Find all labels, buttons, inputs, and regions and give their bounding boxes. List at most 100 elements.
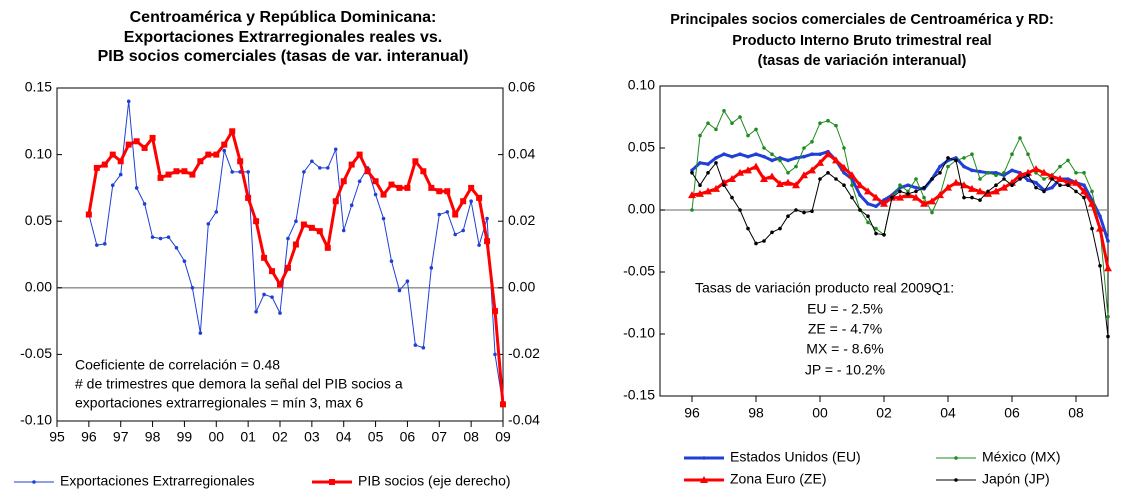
data-point xyxy=(484,238,491,245)
data-point xyxy=(728,175,736,182)
annotation: exportaciones extrarregionales = mín 3, … xyxy=(75,395,364,411)
data-point xyxy=(834,177,838,181)
data-point xyxy=(698,161,702,165)
data-point xyxy=(770,158,774,163)
data-point xyxy=(880,199,888,207)
data-point xyxy=(690,171,694,175)
data-point xyxy=(1106,314,1110,319)
data-point xyxy=(1034,180,1038,185)
data-point xyxy=(500,401,506,408)
data-point xyxy=(126,99,131,104)
data-point xyxy=(469,199,473,204)
data-point xyxy=(698,183,702,187)
data-point xyxy=(110,183,115,188)
data-point xyxy=(269,268,276,275)
data-point xyxy=(704,187,712,195)
data-point xyxy=(754,127,758,132)
data-point xyxy=(421,345,426,350)
data-point xyxy=(922,195,926,200)
y2-tick-label: 0.02 xyxy=(508,212,535,228)
data-point xyxy=(356,151,363,158)
y-tick-label: 0.10 xyxy=(25,145,52,161)
x-tick-label: 99 xyxy=(177,429,193,445)
data-point xyxy=(1106,239,1110,243)
data-point xyxy=(173,168,180,175)
data-point xyxy=(1082,183,1086,187)
data-point xyxy=(754,152,758,156)
data-point xyxy=(962,156,966,160)
x-tick-label: 09 xyxy=(495,429,511,445)
x-tick-label: 98 xyxy=(748,405,764,421)
data-point xyxy=(994,183,998,187)
data-point xyxy=(994,173,998,178)
data-point xyxy=(166,235,171,239)
data-point xyxy=(444,188,451,195)
data-point xyxy=(316,228,323,235)
data-point xyxy=(213,151,220,158)
data-point xyxy=(762,146,766,150)
data-point xyxy=(738,152,742,156)
x-tick-label: 04 xyxy=(940,405,956,421)
data-point xyxy=(874,231,878,236)
y-tick-label: 0.15 xyxy=(25,79,52,95)
data-point xyxy=(978,177,982,181)
data-point xyxy=(1010,152,1014,156)
data-point xyxy=(778,226,782,231)
data-point xyxy=(357,179,362,184)
x-tick-label: 08 xyxy=(1068,405,1084,421)
data-point xyxy=(858,208,862,212)
data-point xyxy=(810,140,814,144)
data-point xyxy=(776,179,784,187)
data-point xyxy=(912,193,920,201)
data-point xyxy=(800,171,808,179)
data-point xyxy=(302,170,306,174)
data-point xyxy=(300,221,307,228)
data-point xyxy=(802,146,806,150)
data-point xyxy=(294,219,298,223)
y2-tick-label: 0.00 xyxy=(508,279,535,295)
data-point xyxy=(1050,177,1054,181)
data-point xyxy=(1066,158,1070,163)
data-point xyxy=(198,331,203,335)
data-point xyxy=(189,171,196,178)
data-point xyxy=(890,195,894,200)
data-point xyxy=(460,198,467,205)
data-point xyxy=(738,115,742,119)
x-tick-label: 04 xyxy=(336,429,352,445)
data-point xyxy=(722,152,726,156)
legend-marker xyxy=(954,478,958,482)
x-tick-label: 06 xyxy=(1004,405,1020,421)
data-point xyxy=(277,281,283,288)
data-point xyxy=(1048,172,1056,180)
data-point xyxy=(181,168,188,175)
x-tick-label: 02 xyxy=(272,429,288,445)
data-point xyxy=(1026,173,1030,178)
data-point xyxy=(1066,183,1070,187)
data-point xyxy=(994,171,998,175)
data-point xyxy=(452,211,459,218)
data-point xyxy=(389,259,394,263)
data-point xyxy=(746,133,750,138)
data-point xyxy=(818,177,822,181)
data-point xyxy=(938,164,942,169)
data-point xyxy=(157,174,164,181)
data-point xyxy=(874,226,878,231)
legend-label: México (MX) xyxy=(982,449,1061,465)
data-point xyxy=(445,210,450,214)
legend-marker xyxy=(702,456,706,460)
y2-tick-label: 0.06 xyxy=(508,79,535,95)
legend-marker xyxy=(700,476,708,483)
data-point xyxy=(461,228,465,233)
data-point xyxy=(349,203,354,208)
data-point xyxy=(197,158,204,165)
data-point xyxy=(992,187,1000,195)
data-point xyxy=(348,161,355,168)
data-point xyxy=(1042,177,1046,181)
data-point xyxy=(874,204,878,209)
data-point xyxy=(1098,264,1102,268)
data-point xyxy=(810,152,814,156)
x-tick-label: 95 xyxy=(49,429,65,445)
data-point xyxy=(866,202,870,206)
data-point xyxy=(970,168,974,173)
data-point xyxy=(946,156,950,160)
